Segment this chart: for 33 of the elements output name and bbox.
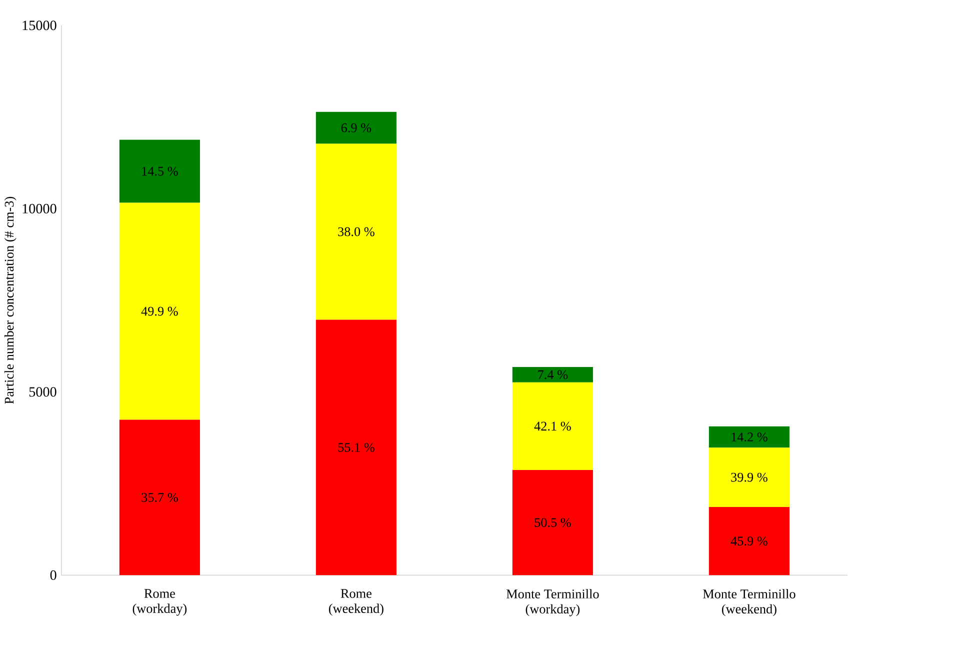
annotation: 55.1 % — [338, 443, 374, 452]
y-tick-label: 10000 — [22, 204, 56, 214]
annotation: 14.2 % — [732, 432, 768, 442]
y-axis-title: Particle number concentration (# cm-3) — [4, 197, 16, 404]
y-tick-label: 5000 — [29, 387, 56, 397]
annotation: 6.9 % — [341, 123, 372, 132]
bar — [316, 320, 396, 576]
annotation: 42.1 % — [534, 422, 571, 431]
annotation: 49.9 % — [141, 306, 178, 316]
annotation: 50.5 % — [534, 518, 571, 528]
annotation: 35.7 % — [142, 493, 178, 502]
annotation: 14.5 % — [142, 166, 178, 176]
bar — [316, 144, 396, 320]
bar — [119, 140, 200, 203]
annotation: 7.4 % — [538, 370, 568, 380]
bar — [708, 426, 790, 448]
x-tick-label: Rome (weekend) — [328, 589, 384, 616]
bar — [316, 112, 396, 144]
bar — [512, 470, 593, 576]
x-tick-label: Monte Terminillo (workday) — [506, 589, 599, 616]
x-tick-label: Monte Terminillo (weekend) — [703, 589, 796, 616]
bar — [708, 507, 790, 576]
bar — [708, 448, 790, 508]
annotation: 45.9 % — [730, 536, 768, 546]
bar — [512, 382, 593, 470]
bar — [119, 420, 200, 576]
y-tick-label: 0 — [50, 570, 56, 580]
annotation: 39.9 % — [731, 472, 768, 482]
annotation: 38.0 % — [338, 227, 374, 236]
bar — [119, 202, 200, 420]
y-tick-label: 15000 — [22, 20, 56, 30]
x-tick-label: Rome (workday) — [132, 589, 187, 616]
bar — [512, 367, 593, 382]
